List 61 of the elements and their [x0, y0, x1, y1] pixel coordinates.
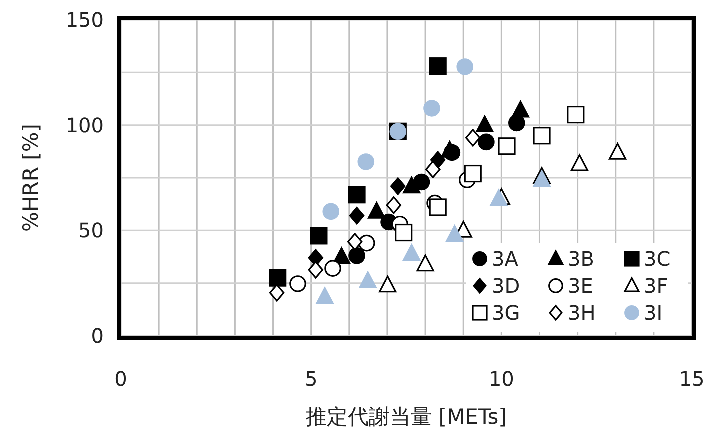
point [476, 116, 494, 133]
x-tick-label: 5 [304, 367, 318, 391]
y-tick-label: 50 [78, 218, 104, 243]
point [316, 287, 334, 304]
point [478, 134, 495, 151]
legend-label: 3H [568, 301, 596, 325]
point [379, 276, 397, 293]
point [395, 224, 413, 242]
point [290, 276, 306, 292]
legend-label: 3C [644, 247, 671, 271]
legend-label: 3G [492, 301, 520, 325]
point [269, 269, 287, 287]
y-tick-label: 150 [66, 8, 104, 32]
point [464, 164, 482, 183]
point [348, 248, 366, 264]
point [512, 100, 530, 118]
point [426, 160, 441, 178]
point [533, 127, 551, 145]
y-tick-label: 100 [66, 113, 104, 138]
point [310, 227, 328, 245]
x-tick-label: 15 [679, 367, 705, 391]
point [416, 254, 434, 272]
point [269, 284, 285, 302]
point [403, 244, 421, 262]
point [308, 261, 324, 279]
point [348, 186, 366, 204]
legend-label: 3D [492, 274, 520, 298]
legend-label: 3E [568, 274, 594, 298]
point [498, 138, 516, 156]
point [429, 198, 447, 216]
legend-label: 3F [644, 274, 668, 298]
point [324, 260, 342, 277]
point [570, 154, 589, 172]
x-tick-label: 0 [114, 367, 128, 391]
point [608, 143, 627, 160]
legend-label: 3A [492, 247, 519, 271]
point [349, 207, 365, 225]
point [368, 202, 386, 219]
point [567, 106, 585, 124]
point [446, 225, 464, 242]
point [322, 203, 340, 220]
point [424, 100, 440, 117]
point [429, 58, 447, 76]
point [390, 178, 406, 196]
point [386, 196, 402, 214]
point [533, 170, 551, 188]
y-axis-title: %HRR [%] [19, 124, 43, 232]
point [359, 272, 377, 288]
point [466, 129, 481, 147]
y-tick-label: 0 [91, 324, 104, 348]
point [348, 233, 363, 251]
point [456, 58, 474, 76]
point [358, 154, 375, 170]
point [358, 234, 376, 252]
point [413, 174, 430, 191]
point [441, 141, 459, 158]
x-tick-label: 10 [488, 367, 514, 391]
point [403, 176, 421, 194]
legend-label: 3I [644, 301, 663, 325]
x-axis-title: 推定代謝当量 [METs] [306, 405, 507, 429]
legend-label: 3B [568, 247, 594, 271]
